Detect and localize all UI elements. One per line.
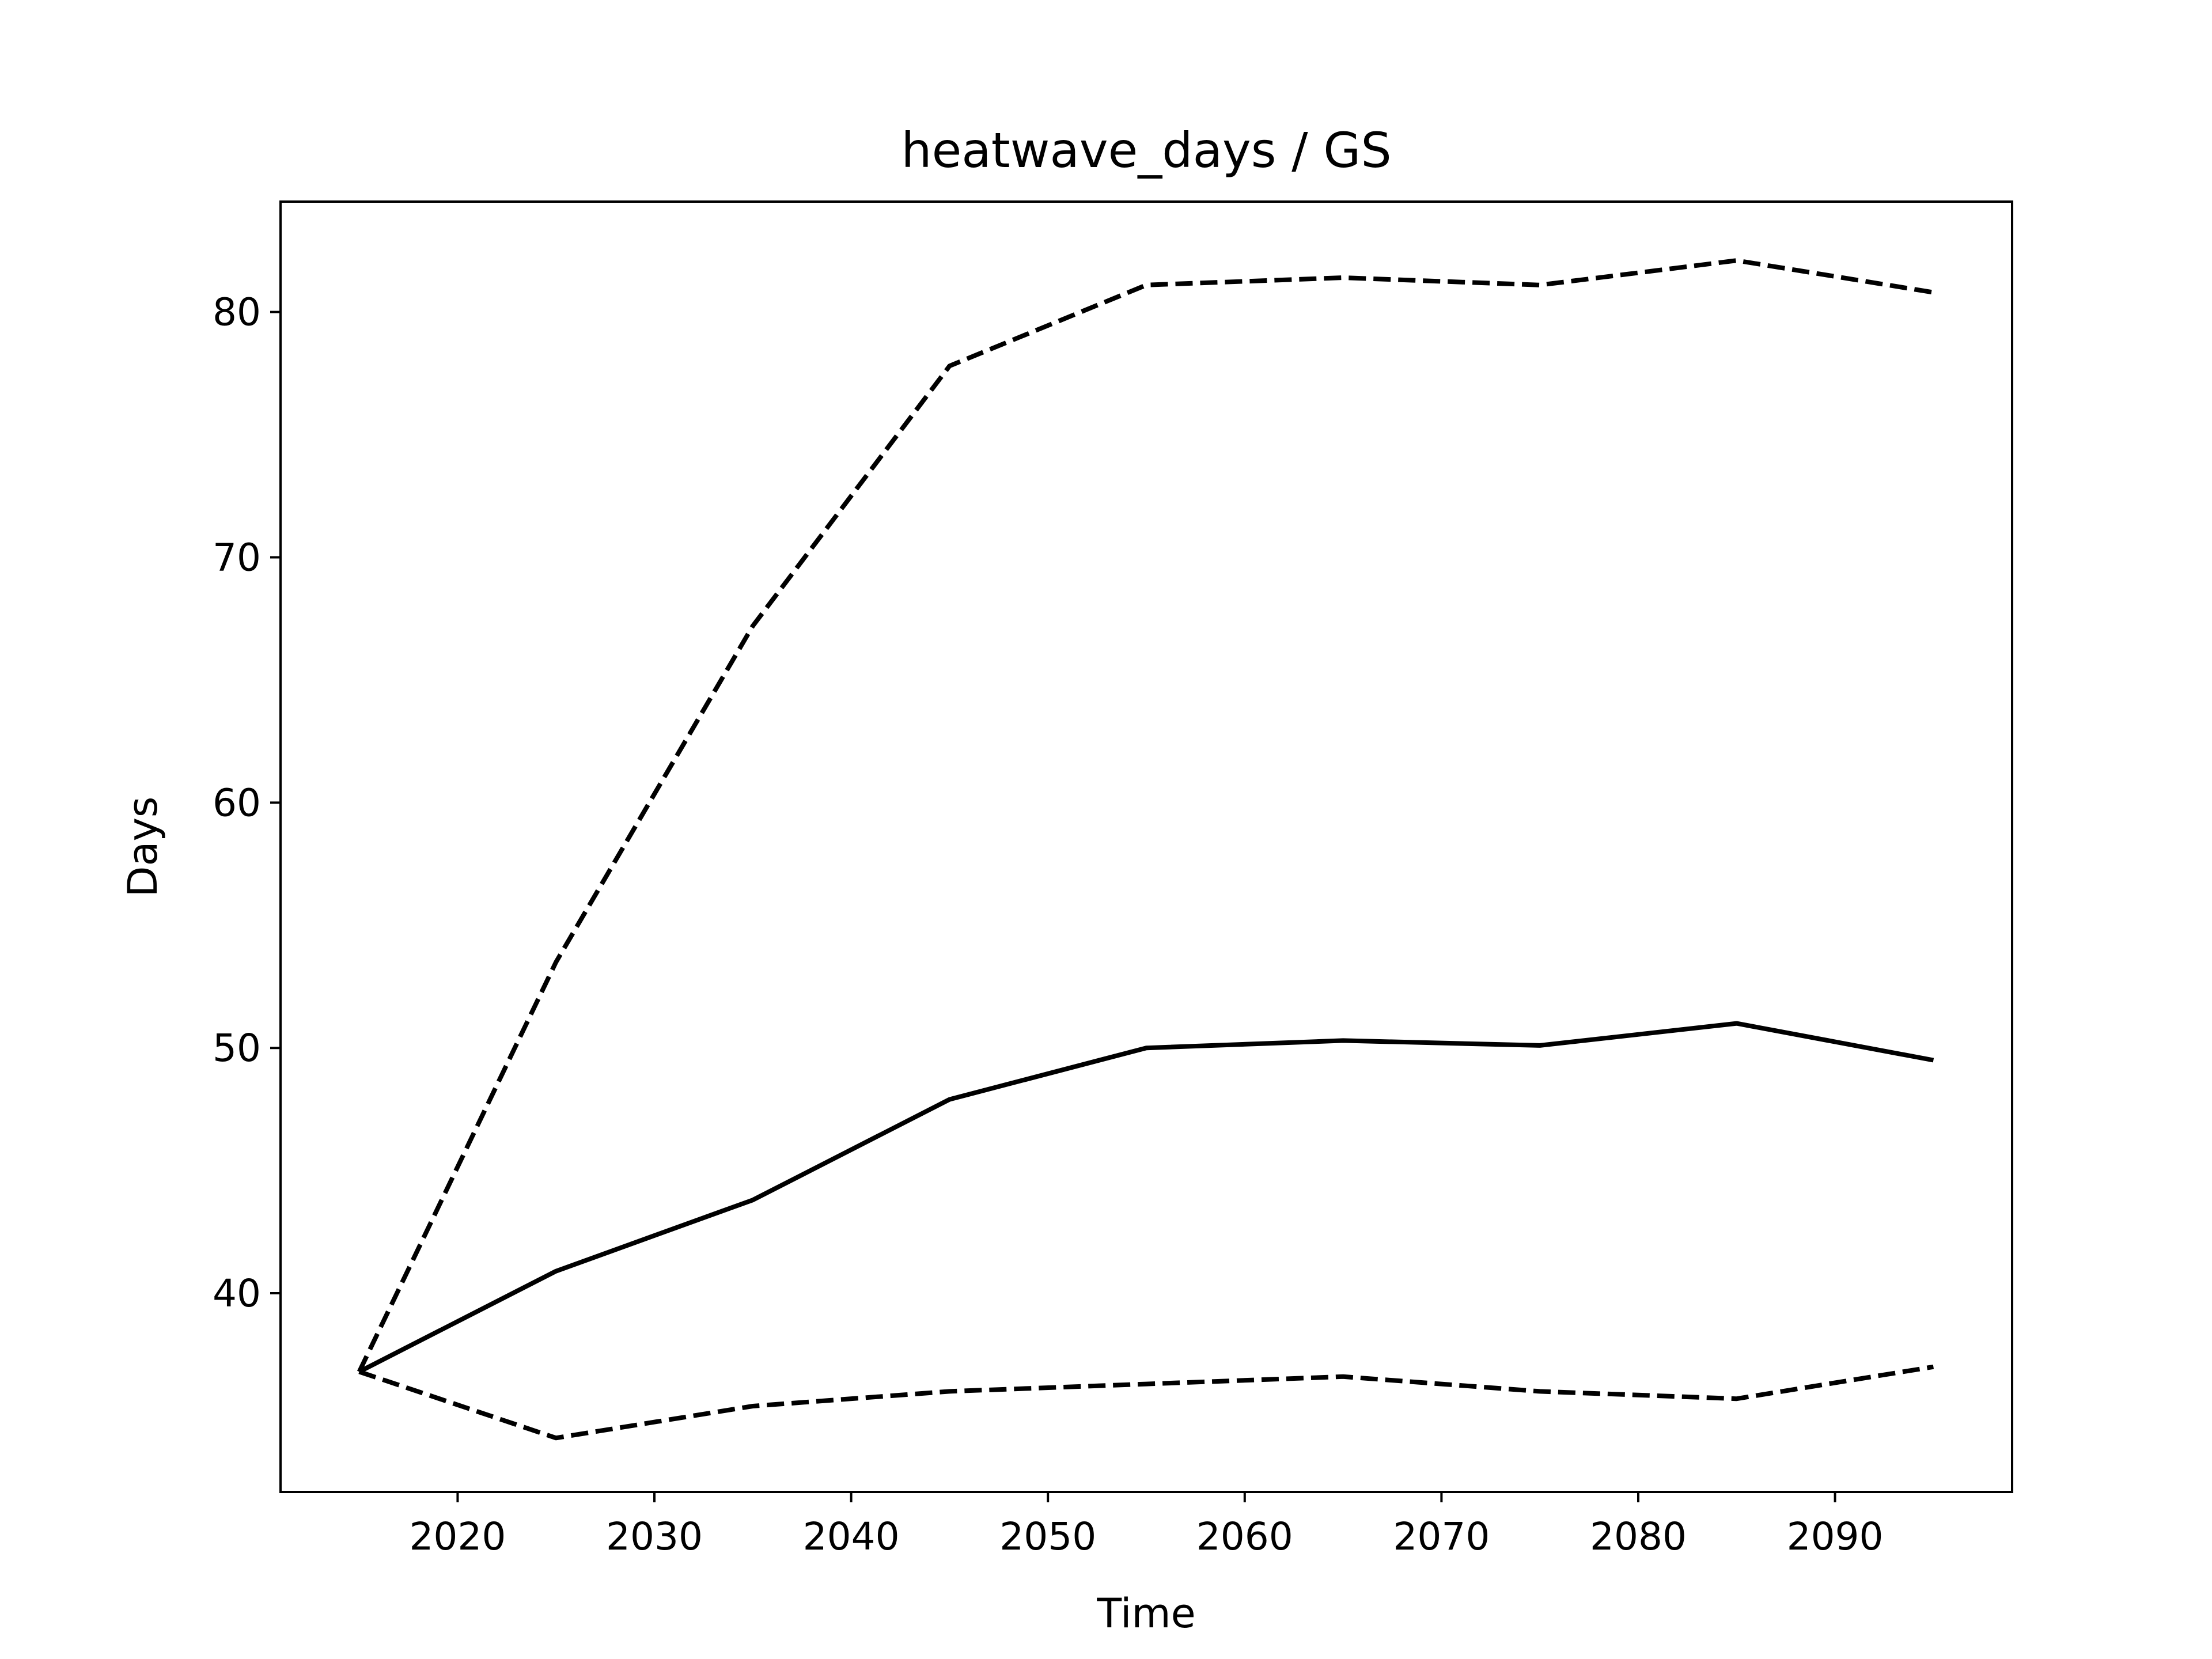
plot-background bbox=[281, 202, 2012, 1492]
x-tick-label: 2080 bbox=[1590, 1514, 1687, 1559]
x-tick-label: 2090 bbox=[1787, 1514, 1884, 1559]
x-tick-label: 2040 bbox=[803, 1514, 900, 1559]
plot-frame bbox=[279, 200, 2013, 1493]
y-axis-label: Days bbox=[119, 797, 166, 897]
series-layer bbox=[357, 258, 1934, 1441]
y-axis: 40 50 60 70 80 bbox=[213, 290, 281, 1316]
chart-title: heatwave_days / GS bbox=[901, 122, 1391, 179]
x-axis: 2020 2030 2040 2050 2060 2070 2080 2090 bbox=[409, 1492, 1884, 1559]
y-tick-label: 80 bbox=[213, 290, 261, 335]
y-tick-label: 40 bbox=[213, 1271, 261, 1316]
x-tick-label: 2060 bbox=[1196, 1514, 1293, 1559]
x-tick-label: 2070 bbox=[1393, 1514, 1490, 1559]
x-tick-label: 2020 bbox=[409, 1514, 506, 1559]
x-tick-label: 2050 bbox=[999, 1514, 1096, 1559]
x-tick-label: 2030 bbox=[606, 1514, 703, 1559]
y-tick-label: 50 bbox=[213, 1026, 261, 1070]
series-line-3 bbox=[358, 1364, 1934, 1441]
y-tick-label: 70 bbox=[213, 535, 261, 579]
series-line-2 bbox=[357, 258, 1934, 1373]
plot-area bbox=[281, 202, 2012, 1492]
x-axis-label: Time bbox=[1096, 1590, 1195, 1637]
series-line-1 bbox=[358, 1021, 1934, 1374]
y-tick-label: 60 bbox=[213, 781, 261, 825]
